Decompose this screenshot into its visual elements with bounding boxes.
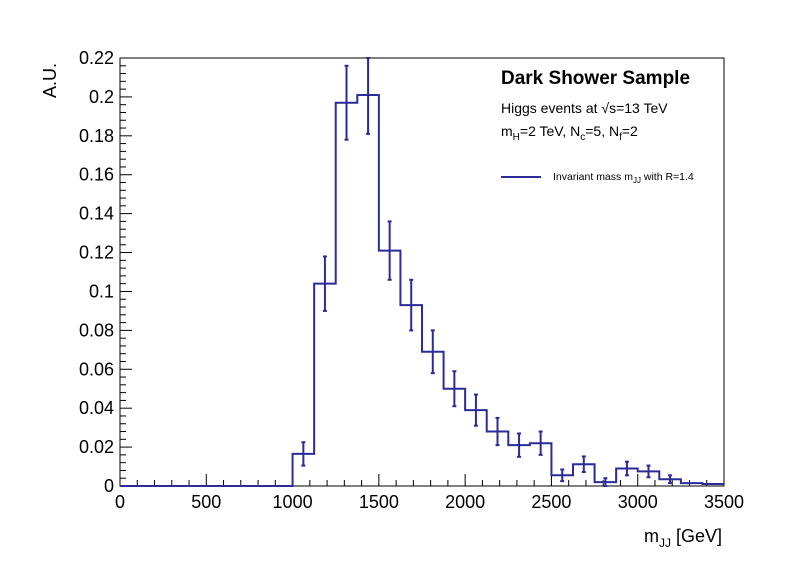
- y-axis-title: A.U.: [40, 63, 60, 98]
- chart-title: Dark Shower Sample: [501, 68, 690, 89]
- y-tick-label: 0.02: [79, 437, 114, 457]
- info-line-1: Higgs events at √s=13 TeV: [501, 100, 668, 116]
- y-tick-label: 0: [104, 476, 114, 496]
- error-bar: [344, 64, 349, 141]
- plot-frame: [119, 57, 725, 487]
- error-bar: [581, 455, 586, 473]
- info-line-1-sqrt-arg: s: [609, 100, 616, 116]
- error-bar: [473, 393, 478, 427]
- legend-label-sub: JJ: [633, 176, 641, 185]
- y-tick-label: 0.2: [89, 87, 114, 107]
- error-bar: [624, 460, 629, 477]
- error-bar: [646, 464, 651, 479]
- error-bar: [538, 430, 543, 456]
- error-bar: [387, 220, 392, 281]
- x-tick-label: 3500: [704, 492, 744, 512]
- error-bar: [452, 370, 457, 408]
- info-line-2-subscript: H: [513, 132, 520, 143]
- error-bar: [560, 468, 565, 483]
- y-tick-label: 0.18: [79, 126, 114, 146]
- error-bar: [603, 477, 608, 487]
- error-bar: [668, 474, 673, 485]
- x-tick-label: 2500: [531, 492, 571, 512]
- legend-label: Invariant mass mJJ with R=1.4: [553, 171, 694, 185]
- x-tick-label: 1500: [359, 492, 399, 512]
- histogram-line: [120, 93, 724, 487]
- info-line-2-text: =2 TeV, N: [520, 123, 580, 139]
- legend-label-main: Invariant mass m: [553, 171, 633, 183]
- legend: Invariant mass mJJ with R=1.4: [501, 171, 694, 185]
- histogram-series: [120, 57, 724, 487]
- error-bar: [322, 255, 327, 312]
- y-tick-label: 0.04: [79, 398, 114, 418]
- x-axis-title-unit: [GeV]: [671, 526, 722, 546]
- error-bar: [409, 278, 414, 332]
- error-bar: [366, 57, 371, 135]
- y-tick-label: 0.12: [79, 243, 114, 263]
- error-bar: [301, 441, 306, 467]
- x-tick-label: 2000: [445, 492, 485, 512]
- y-tick-label: 0.06: [79, 359, 114, 379]
- error-bar: [517, 432, 522, 458]
- y-tick-label: 0.16: [79, 165, 114, 185]
- y-tick-label: 0.1: [89, 281, 114, 301]
- tick-labels: 0 500 1000 1500 2000 2500 3000 3500 0 0.02 0.04 0.0…: [79, 48, 744, 512]
- y-tick-label: 0.08: [79, 320, 114, 340]
- svg-text:Higgs events at √s=13 TeV: Higgs events at √s=13 TeV: [501, 100, 668, 116]
- error-bar: [495, 416, 500, 447]
- legend-label-post: with R=1.4: [641, 171, 694, 183]
- info-line-2-text: =5, N: [585, 123, 619, 139]
- info-line-1-post: =13 TeV: [616, 100, 668, 116]
- x-axis-title-sub: JJ: [659, 536, 671, 550]
- info-line-2-subscript: c: [580, 132, 585, 143]
- error-bar: [430, 329, 435, 375]
- x-axis-title: mJJ [GeV]: [644, 526, 722, 550]
- info-line-2: mH=2 TeV, Nc=5, Nf=2: [501, 123, 638, 143]
- info-line-2-text: m: [501, 123, 513, 139]
- y-tick-label: 0.14: [79, 204, 114, 224]
- info-line-1-pre: Higgs events at: [501, 100, 601, 116]
- x-tick-label: 3000: [618, 492, 658, 512]
- x-tick-label: 0: [115, 492, 125, 512]
- x-tick-label: 500: [191, 492, 221, 512]
- y-tick-label: 0.22: [79, 48, 114, 68]
- info-line-1-sqrt-symbol: √: [601, 100, 609, 116]
- x-tick-label: 1000: [273, 492, 313, 512]
- info-line-2-text: =2: [622, 123, 638, 139]
- info-line-2-subscript: f: [619, 132, 622, 143]
- x-axis-title-main: m: [644, 526, 659, 546]
